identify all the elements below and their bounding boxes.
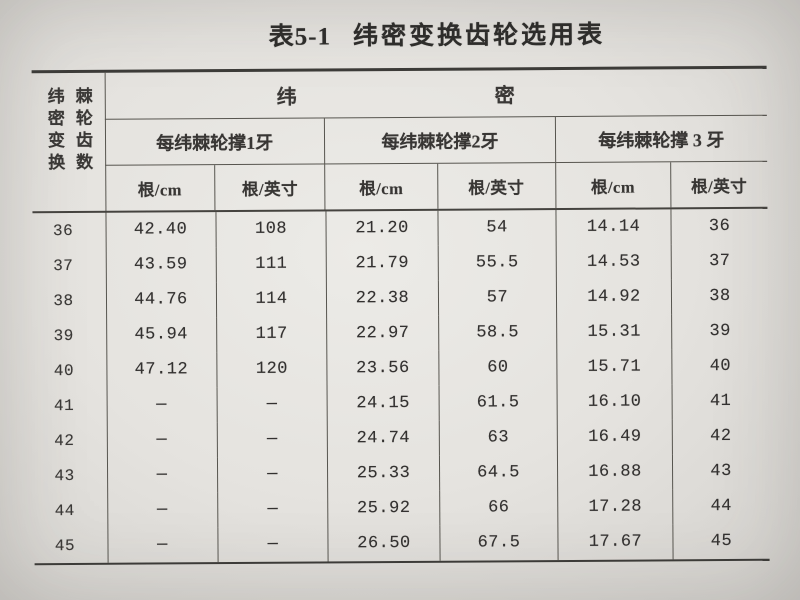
value-cell: 36: [670, 208, 768, 245]
unit-header-cm-1: 根/cm: [137, 179, 183, 200]
value-cell: 64.5: [438, 455, 558, 491]
value-cell: 15.31: [556, 314, 672, 351]
value-cell: —: [217, 526, 328, 563]
gear-number-cell: 36: [52, 221, 74, 240]
table-body: 36 42.40 108 21.20 54 14.14 36 37 43.59 111 21.79 5…: [32, 208, 770, 563]
group-header-3-teeth: 每纬棘轮撑 3 牙: [554, 115, 768, 163]
value-cell: 57: [437, 280, 557, 316]
value-cell: 45: [672, 523, 770, 560]
value-cell: 14.53: [555, 244, 671, 281]
value-cell: —: [217, 491, 328, 528]
value-cell: 21.79: [325, 245, 438, 282]
value-cell: 47.12: [134, 360, 189, 380]
gear-number-cell: 42: [54, 431, 75, 450]
value-cell: 108: [215, 211, 326, 248]
value-cell: 16.88: [556, 454, 673, 491]
value-cell: 41: [671, 383, 769, 420]
gear-number-cell: 39: [53, 326, 74, 345]
value-cell: 45.94: [134, 325, 189, 345]
value-cell: 16.10: [556, 384, 672, 421]
value-cell: —: [216, 456, 328, 493]
value-cell: 44.76: [134, 290, 188, 310]
gear-number-cell: 45: [54, 536, 76, 555]
value-cell: 43.59: [133, 255, 188, 275]
value-cell: —: [216, 386, 327, 423]
value-cell: 26.50: [327, 525, 440, 562]
gear-number-cell: 43: [54, 466, 75, 485]
value-cell: 42: [671, 418, 769, 455]
value-cell: 66: [439, 490, 558, 526]
unit-header-inch-2: 根/英寸: [436, 163, 556, 209]
group-header-1-tooth: 每纬棘轮撑1牙: [156, 132, 274, 153]
value-cell: 25.92: [327, 490, 440, 527]
value-cell: 22.38: [325, 280, 439, 317]
value-cell: 21.20: [325, 210, 438, 247]
value-cell: 58.5: [438, 315, 557, 351]
value-cell: 61.5: [438, 385, 557, 421]
value-cell: 120: [216, 351, 327, 388]
value-cell: 25.33: [326, 455, 440, 492]
value-cell: 24.74: [326, 420, 439, 457]
value-cell: 63: [438, 420, 557, 456]
value-cell: 111: [215, 246, 326, 283]
corner-header-line-2: 棘轮齿数: [72, 86, 93, 175]
gear-number-cell: 37: [53, 256, 74, 275]
value-cell: 14.14: [555, 209, 671, 246]
value-cell: 55.5: [437, 245, 556, 281]
value-cell: 40: [671, 348, 769, 385]
table-title: 表5-1 纬密变换齿轮选用表: [69, 14, 800, 54]
value-cell: 22.97: [326, 315, 439, 352]
value-cell: 44: [672, 488, 770, 525]
group-header-2-teeth: 每纬棘轮撑2牙: [324, 117, 555, 164]
value-cell: 14.92: [555, 279, 672, 316]
unit-header-inch-1: 根/英寸: [214, 164, 325, 211]
value-cell: 37: [670, 243, 768, 280]
value-cell: 54: [437, 210, 556, 246]
value-cell: 15.71: [556, 349, 672, 386]
unit-header-cm-2: 根/cm: [324, 163, 437, 210]
table-title-text: 纬密变换齿轮选用表: [352, 21, 606, 51]
value-cell: —: [157, 535, 168, 555]
value-cell: —: [156, 465, 168, 485]
gear-number-cell: 40: [53, 361, 75, 380]
gear-number-cell: 41: [53, 396, 75, 415]
corner-header-line-1: 纬密变换: [44, 87, 65, 176]
value-cell: 117: [216, 316, 327, 353]
value-cell: 60: [438, 350, 557, 386]
value-cell: 17.28: [557, 489, 673, 526]
gear-number-cell: 38: [53, 291, 74, 310]
value-cell: 38: [670, 278, 769, 315]
weft-density-spanning-header: 纬 密: [104, 68, 767, 120]
value-cell: 43: [671, 453, 770, 490]
value-cell: 16.49: [556, 419, 672, 456]
unit-header-row: 根/cm 根/英寸 根/cm 根/英寸 根/cm 根/英寸: [105, 161, 768, 211]
value-cell: 114: [215, 281, 327, 318]
value-cell: 17.67: [557, 524, 673, 561]
unit-header-inch-3: 根/英寸: [669, 161, 768, 208]
value-cell: —: [156, 430, 168, 450]
unit-header-cm-3: 根/cm: [554, 162, 671, 209]
gear-selection-table: 纬密变换 棘轮齿数 纬 密 每纬棘轮撑1牙 每纬棘轮撑2牙 每纬棘轮撑 3 牙 …: [31, 65, 770, 566]
corner-header: 纬密变换 棘轮齿数: [32, 73, 106, 211]
value-cell: 67.5: [439, 525, 558, 561]
value-cell: 42.40: [133, 220, 188, 240]
value-cell: 39: [671, 313, 769, 350]
value-cell: 23.56: [326, 350, 439, 387]
spread-header-char-2: 密: [494, 84, 515, 107]
table-number: 表5-1: [268, 23, 332, 51]
value-cell: —: [156, 395, 168, 415]
gear-number-cell: 44: [54, 501, 75, 520]
value-cell: 24.15: [326, 385, 439, 422]
value-cell: —: [156, 500, 168, 520]
group-header-row: 每纬棘轮撑1牙 每纬棘轮撑2牙 每纬棘轮撑 3 牙: [104, 115, 768, 166]
value-cell: —: [216, 421, 327, 458]
spread-header-char-1: 纬: [276, 86, 297, 109]
